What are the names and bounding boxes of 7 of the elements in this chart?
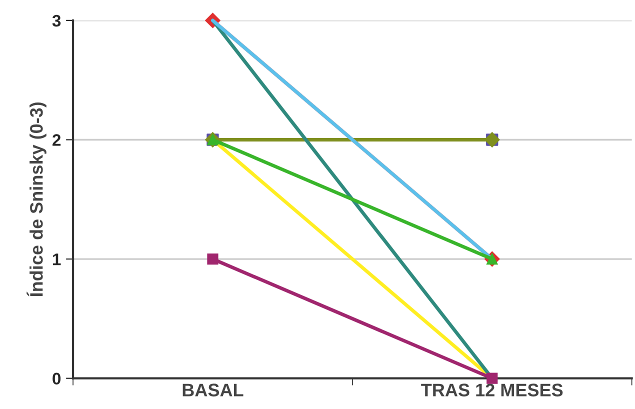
y-tick-label: 3 bbox=[52, 14, 61, 27]
y-tick-label: 1 bbox=[53, 254, 61, 266]
y-tick-label: 0 bbox=[52, 372, 61, 385]
x-tick-label: TRAS 12 MESES bbox=[421, 384, 563, 396]
x-tick-label: BASAL bbox=[182, 384, 244, 396]
y-axis-title: Índice de Sninsky (0-3) bbox=[26, 102, 46, 296]
y-tick-label: 2 bbox=[52, 134, 61, 146]
